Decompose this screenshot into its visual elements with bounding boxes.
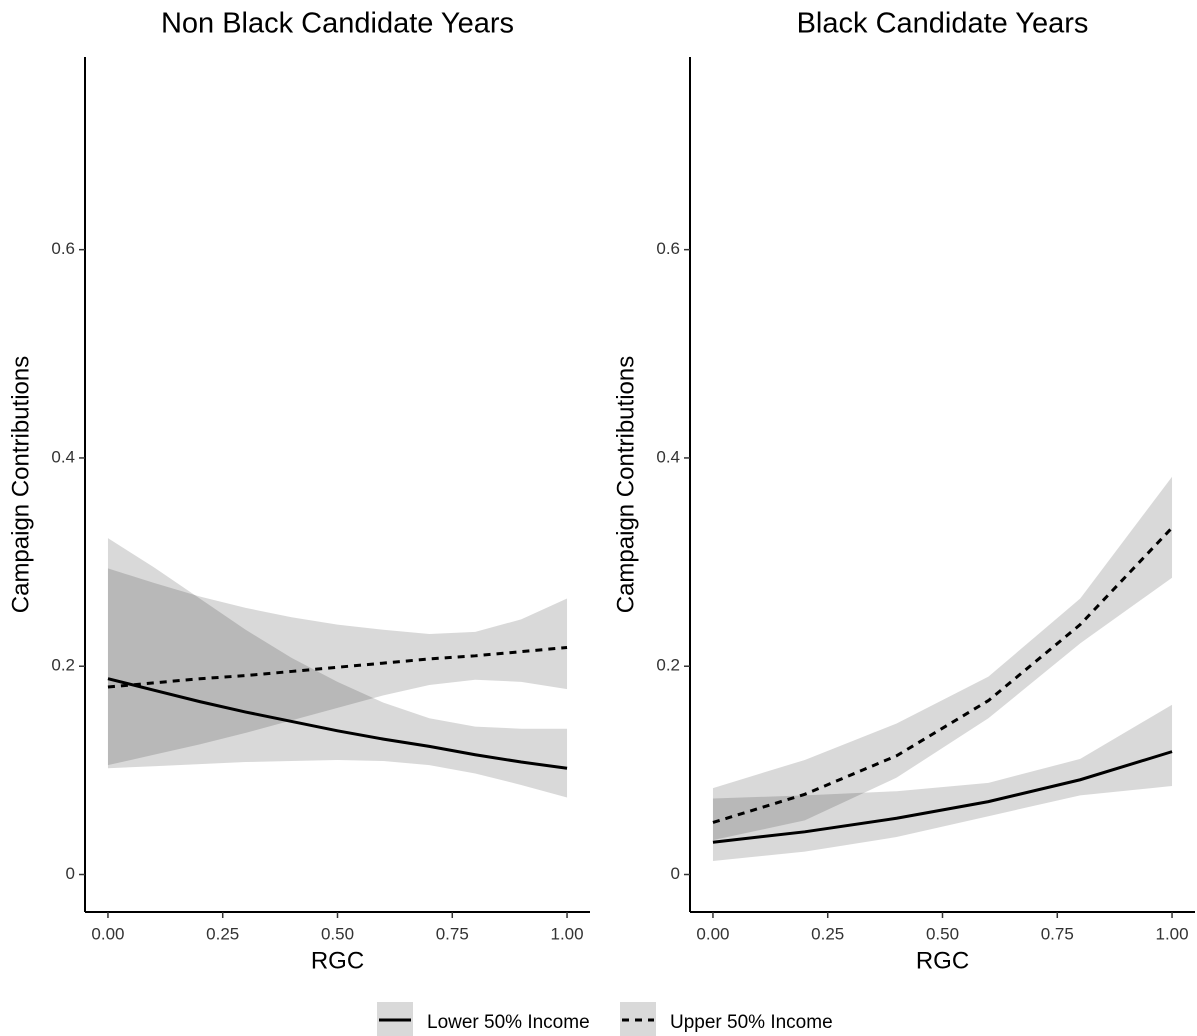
- chart-title: Non Black Candidate Years: [161, 8, 514, 40]
- y-tick-label: 0: [671, 864, 680, 883]
- confidence-band: [107, 568, 568, 766]
- chart-title: Black Candidate Years: [797, 8, 1089, 40]
- y-axis-label: Campaign Contributions: [7, 356, 34, 613]
- legend-label: Lower 50% Income: [427, 1012, 590, 1033]
- line: [107, 677, 568, 770]
- y-axis-label: Campaign Contributions: [612, 356, 639, 613]
- x-axis-label: RGC: [311, 947, 364, 974]
- line: [712, 750, 1173, 844]
- x-tick-label: 0.75: [1041, 924, 1074, 943]
- y-tick-label: 0.2: [656, 656, 680, 675]
- y-tick-label: 0.6: [51, 239, 75, 258]
- x-tick-label: 1.00: [550, 924, 583, 943]
- x-tick-label: 0.25: [811, 924, 844, 943]
- x-tick-label: 0.50: [321, 924, 354, 943]
- y-tick-label: 0: [66, 864, 75, 883]
- line: [712, 526, 1174, 824]
- x-tick-label: 0.50: [926, 924, 959, 943]
- confidence-band: [712, 704, 1173, 861]
- x-tick-label: 0.25: [206, 924, 239, 943]
- y-tick-label: 0.4: [656, 447, 680, 466]
- confidence-band: [712, 476, 1173, 841]
- x-tick-label: 1.00: [1155, 924, 1188, 943]
- x-tick-label: 0.00: [91, 924, 124, 943]
- y-tick-label: 0.6: [656, 239, 680, 258]
- x-axis-label: RGC: [916, 947, 969, 974]
- legend-label: Upper 50% Income: [670, 1012, 833, 1033]
- line: [107, 645, 568, 689]
- confidence-band: [107, 538, 568, 798]
- x-tick-label: 0.00: [696, 924, 729, 943]
- y-tick-label: 0.4: [51, 447, 75, 466]
- y-tick-label: 0.2: [51, 656, 75, 675]
- x-tick-label: 0.75: [436, 924, 469, 943]
